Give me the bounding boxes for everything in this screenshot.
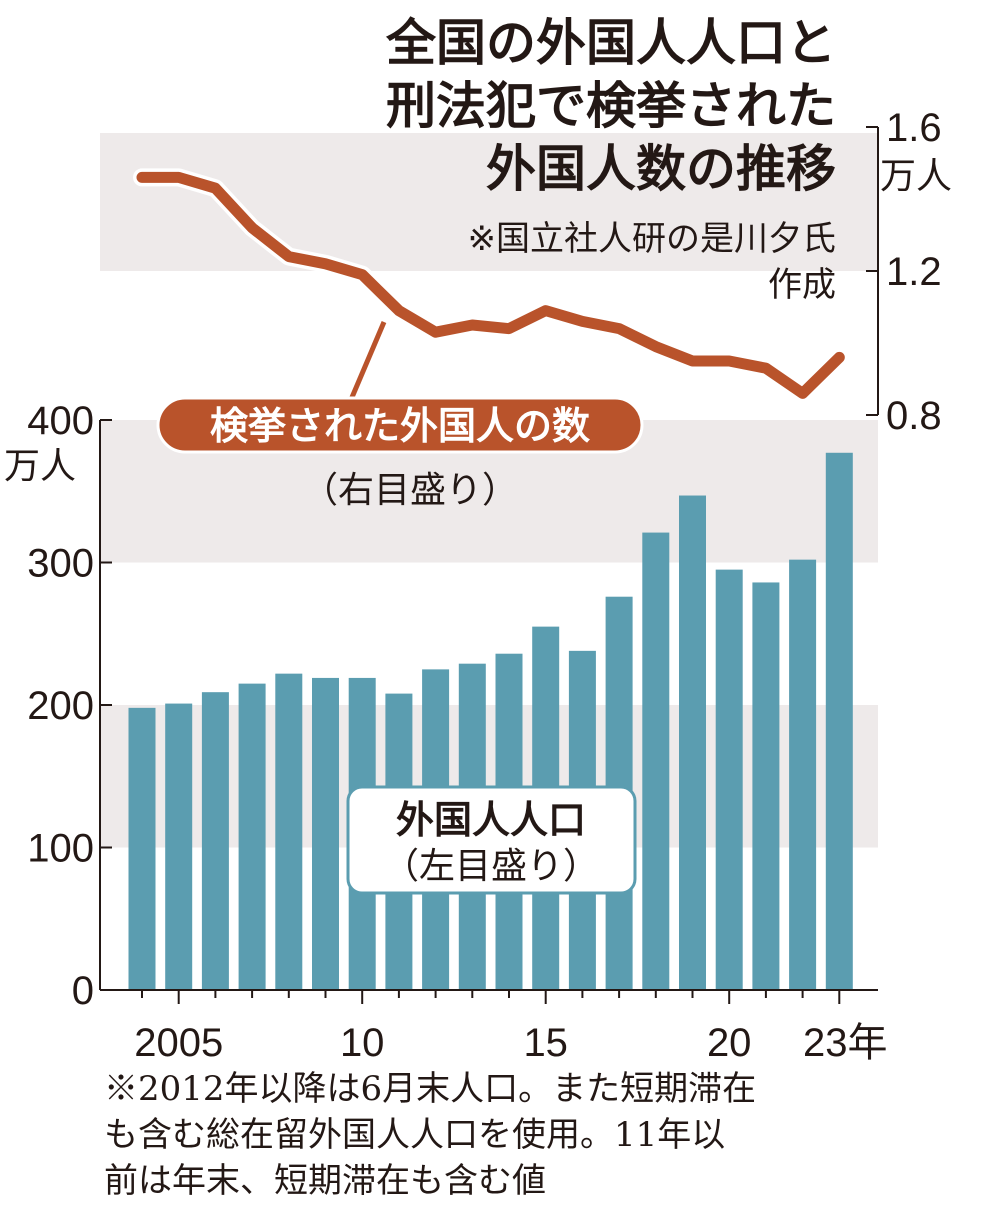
bar-2018 bbox=[642, 532, 670, 990]
bar-2008 bbox=[275, 673, 303, 990]
line-crimes bbox=[136, 171, 845, 399]
chart-title-line: 外国人数の推移 bbox=[486, 140, 836, 198]
line-point-2013 bbox=[471, 324, 474, 326]
x-tick-label: 2005 bbox=[134, 1021, 223, 1065]
chart-title-line: 全国の外国人人口と bbox=[385, 14, 836, 72]
left-tick-label: 200 bbox=[27, 684, 94, 728]
line-point-2012 bbox=[434, 331, 437, 334]
bar-series-note: （左目盛り） bbox=[383, 846, 599, 887]
footnote-line: も含む総在留外国人人口を使用。11年以 bbox=[104, 1115, 725, 1155]
line-series-label: 検挙された外国人の数 bbox=[210, 404, 590, 448]
line-point-2021 bbox=[764, 367, 767, 370]
left-tick-label: 300 bbox=[27, 542, 94, 586]
right-tick-label: 0.8 bbox=[886, 394, 942, 438]
line-point-2019 bbox=[691, 360, 694, 362]
line-point-2008 bbox=[287, 255, 290, 258]
bar-2023 bbox=[825, 452, 853, 990]
bar-2021 bbox=[752, 582, 780, 990]
line-point-2004 bbox=[141, 176, 143, 179]
line-series-label-box bbox=[156, 396, 644, 454]
pointer-line bbox=[347, 321, 387, 403]
chart-title-line: 刑法犯で検挙された bbox=[386, 77, 836, 135]
line-point-2016 bbox=[581, 320, 584, 323]
bar-2019 bbox=[679, 495, 706, 990]
line-point-2014 bbox=[508, 327, 510, 330]
left-tick-label: 0 bbox=[72, 969, 94, 1013]
bar-2004 bbox=[128, 707, 156, 990]
line-point-2022 bbox=[801, 392, 804, 395]
right-axis-unit: 万人 bbox=[880, 156, 952, 197]
x-tick-label: 20 bbox=[707, 1021, 752, 1065]
x-tick-label: 15 bbox=[523, 1021, 568, 1065]
source-note-line: 作成 bbox=[768, 265, 836, 305]
left-axis-unit: 万人 bbox=[4, 446, 76, 487]
bar-2022 bbox=[789, 559, 817, 990]
source-note-line: ※国立社人研の是川夕氏 bbox=[468, 219, 837, 259]
bar-2005 bbox=[165, 703, 193, 990]
bar-2007 bbox=[238, 683, 266, 990]
x-tick-label: 10 bbox=[340, 1021, 385, 1065]
left-tick-label: 100 bbox=[27, 827, 94, 871]
line-series-note: （右目盛り） bbox=[302, 470, 518, 511]
line-point-2018 bbox=[654, 345, 657, 348]
footnote-line: ※2012年以降は6月末人口。また短期滞在 bbox=[104, 1069, 756, 1109]
line-point-2006 bbox=[214, 187, 217, 190]
bar-series-label-box bbox=[346, 785, 637, 895]
line-point-2011 bbox=[397, 309, 400, 312]
x-tick-label: 23年 bbox=[803, 1021, 888, 1065]
right-tick-label: 1.2 bbox=[886, 250, 942, 294]
line-point-2009 bbox=[324, 262, 327, 265]
line-point-2023 bbox=[838, 356, 841, 359]
left-tick-label: 400 bbox=[27, 399, 94, 443]
line-point-2015 bbox=[544, 309, 547, 312]
bar-2020 bbox=[715, 569, 743, 990]
line-point-2007 bbox=[251, 226, 254, 229]
line-point-2010 bbox=[361, 273, 364, 276]
bar-2006 bbox=[201, 692, 229, 990]
line-point-2005 bbox=[177, 176, 180, 179]
footnote-line: 前は年末、短期滞在も含む値 bbox=[104, 1161, 546, 1201]
line-point-2020 bbox=[728, 360, 731, 362]
right-tick-label: 1.6 bbox=[886, 106, 942, 150]
bar-series-label: 外国人人口 bbox=[396, 798, 586, 842]
line-point-2017 bbox=[618, 327, 621, 330]
bar-2009 bbox=[312, 677, 339, 990]
